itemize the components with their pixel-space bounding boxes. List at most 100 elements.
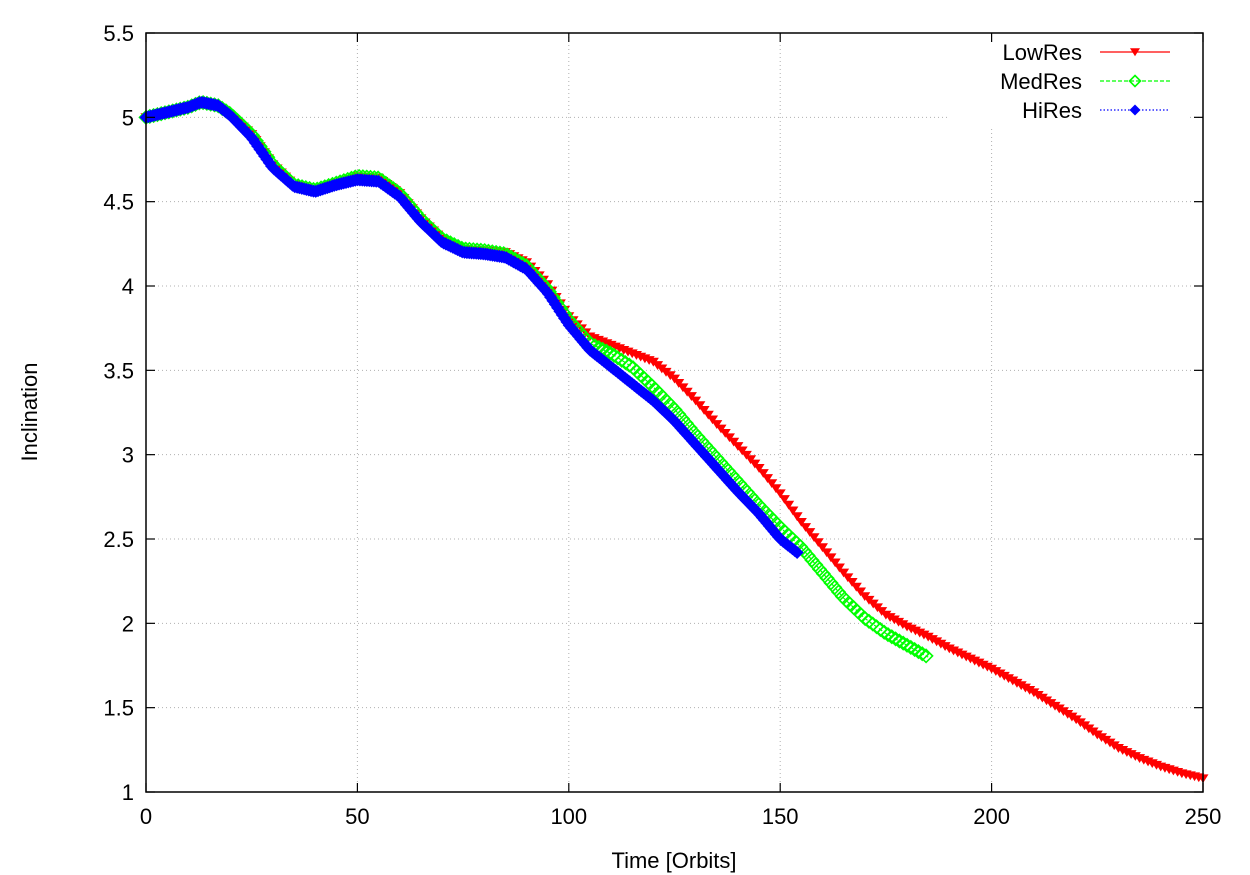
x-tick-label: 100 (550, 804, 587, 829)
data-point (702, 410, 714, 420)
data-point (846, 578, 858, 587)
data-point (926, 635, 938, 644)
data-point (787, 506, 799, 516)
legend-label: LowRes (1003, 40, 1082, 65)
data-point (998, 671, 1010, 681)
y-tick-label: 4 (122, 274, 134, 299)
data-point (1011, 678, 1023, 688)
data-point (812, 538, 824, 548)
data-point (800, 523, 812, 532)
x-tick-label: 50 (345, 804, 369, 829)
data-point (698, 406, 710, 415)
data-point (986, 664, 998, 674)
data-point (757, 469, 769, 478)
data-point (610, 350, 626, 366)
legend: LowRes MedRes HiRes (950, 36, 1190, 126)
data-point (990, 667, 1002, 676)
data-point (884, 629, 900, 645)
data-point (994, 669, 1006, 679)
legend-item-medres: MedRes (1000, 69, 1170, 94)
data-point (1003, 674, 1015, 683)
data-point (922, 632, 934, 642)
data-point (766, 479, 778, 489)
data-point (887, 631, 904, 647)
data-point (876, 624, 892, 640)
data-point (791, 512, 803, 522)
data-point (821, 548, 833, 558)
data-point (1129, 104, 1141, 116)
y-tick-label: 2.5 (103, 527, 134, 552)
x-axis-title: Time [Orbits] (611, 848, 736, 873)
data-point (614, 352, 630, 368)
data-point (903, 639, 919, 656)
plot-frame (145, 32, 1204, 793)
data-point (850, 582, 862, 592)
legend-item-hires: HiRes (1022, 98, 1170, 123)
data-point (795, 518, 807, 527)
legend-label: HiRes (1022, 98, 1082, 123)
data-point (1007, 676, 1019, 686)
data-point (1130, 48, 1140, 57)
data-point (1024, 686, 1036, 695)
data-point (838, 568, 850, 578)
data-point (542, 280, 554, 289)
data-point (884, 613, 896, 622)
data-point (855, 587, 867, 597)
data-point (1128, 74, 1142, 88)
data-point (935, 639, 947, 649)
data-point (606, 347, 622, 363)
data-point (617, 355, 634, 371)
tick-labels: 0 50 100 150 200 250 1 1.5 2 2.5 3 3.5 4 4.5 5 5.5 (103, 21, 1221, 829)
y-tick-label: 3.5 (103, 358, 134, 383)
axis-ticks (145, 32, 1204, 793)
data-point (694, 401, 706, 411)
y-tick-label: 2 (122, 611, 134, 636)
data-point (931, 637, 943, 647)
y-tick-label: 5.5 (103, 21, 134, 46)
data-point (602, 345, 618, 361)
y-tick-label: 5 (122, 105, 134, 130)
x-tick-label: 150 (762, 804, 799, 829)
x-tick-label: 250 (1185, 804, 1222, 829)
data-point (939, 642, 951, 651)
y-axis-title: Inclination (17, 362, 42, 461)
data-point (774, 489, 786, 499)
data-point (914, 646, 930, 662)
data-point (825, 553, 837, 563)
data-point (808, 533, 820, 542)
data-point (891, 633, 908, 649)
series-layer (138, 94, 1209, 784)
data-point (804, 528, 816, 537)
data-point (899, 637, 915, 653)
legend-item-lowres: LowRes (1003, 40, 1170, 65)
data-point (897, 620, 909, 630)
x-tick-label: 0 (140, 804, 152, 829)
y-tick-label: 4.5 (103, 190, 134, 215)
data-point (842, 573, 854, 583)
data-point (888, 615, 900, 625)
data-point (707, 415, 719, 425)
data-point (1019, 683, 1031, 693)
series-hires (139, 95, 804, 559)
data-point (910, 644, 927, 660)
data-point (753, 464, 765, 473)
data-point (893, 617, 905, 627)
data-point (770, 484, 782, 494)
data-point (880, 627, 896, 643)
data-point (816, 543, 828, 553)
data-point (918, 648, 934, 664)
data-point (762, 474, 774, 483)
data-point (880, 610, 892, 620)
x-tick-label: 200 (973, 804, 1010, 829)
data-point (829, 558, 841, 568)
y-tick-label: 1.5 (103, 696, 134, 721)
y-tick-label: 1 (122, 780, 134, 805)
data-point (778, 495, 790, 504)
data-point (790, 545, 804, 559)
data-point (907, 641, 923, 658)
legend-label: MedRes (1000, 69, 1082, 94)
data-point (833, 563, 845, 573)
data-point (895, 635, 911, 651)
